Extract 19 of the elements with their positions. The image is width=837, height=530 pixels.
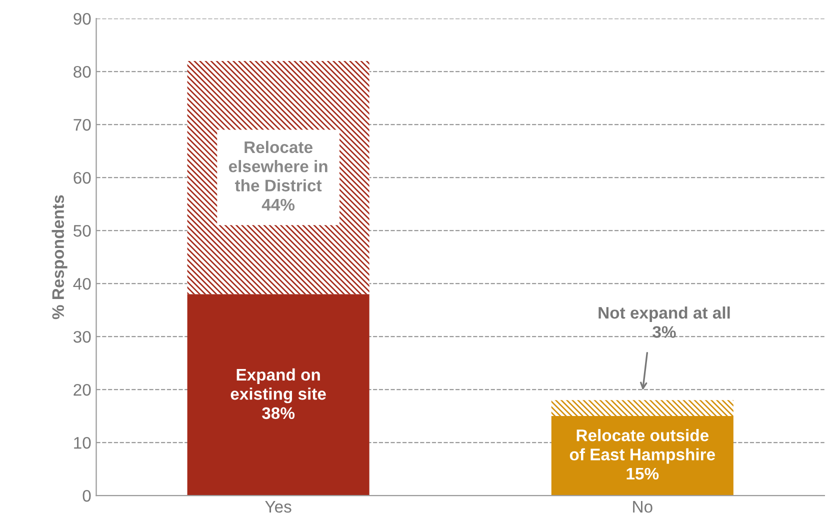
- annotation: Not expand at all 3%: [598, 306, 730, 338]
- y-tick-label: 40: [73, 278, 91, 290]
- y-tick-label: 90: [74, 12, 91, 25]
- y-tick-label: 80: [74, 66, 91, 78]
- x-tick-label: Yes: [265, 501, 292, 513]
- y-tick-label: 0: [82, 490, 91, 502]
- y-tick-label: 30: [73, 330, 91, 343]
- y-tick-label: 60: [74, 172, 91, 184]
- bar: [187, 294, 370, 496]
- annotation: Relocate outside of East Hampshire 15%: [570, 429, 715, 480]
- x-tick-label: No: [633, 501, 652, 513]
- y-tick-label: 20: [74, 384, 91, 396]
- bar: [551, 400, 734, 416]
- y-tick-label: 50: [74, 224, 91, 237]
- y-tick-label: 70: [74, 118, 91, 131]
- y-axis-title: % Respondents: [52, 195, 68, 320]
- y-tick-label: 10: [74, 436, 91, 449]
- annotation: Relocate elsewhere in the District 44%: [228, 140, 328, 211]
- annotation: Expand on existing site 38%: [230, 368, 326, 420]
